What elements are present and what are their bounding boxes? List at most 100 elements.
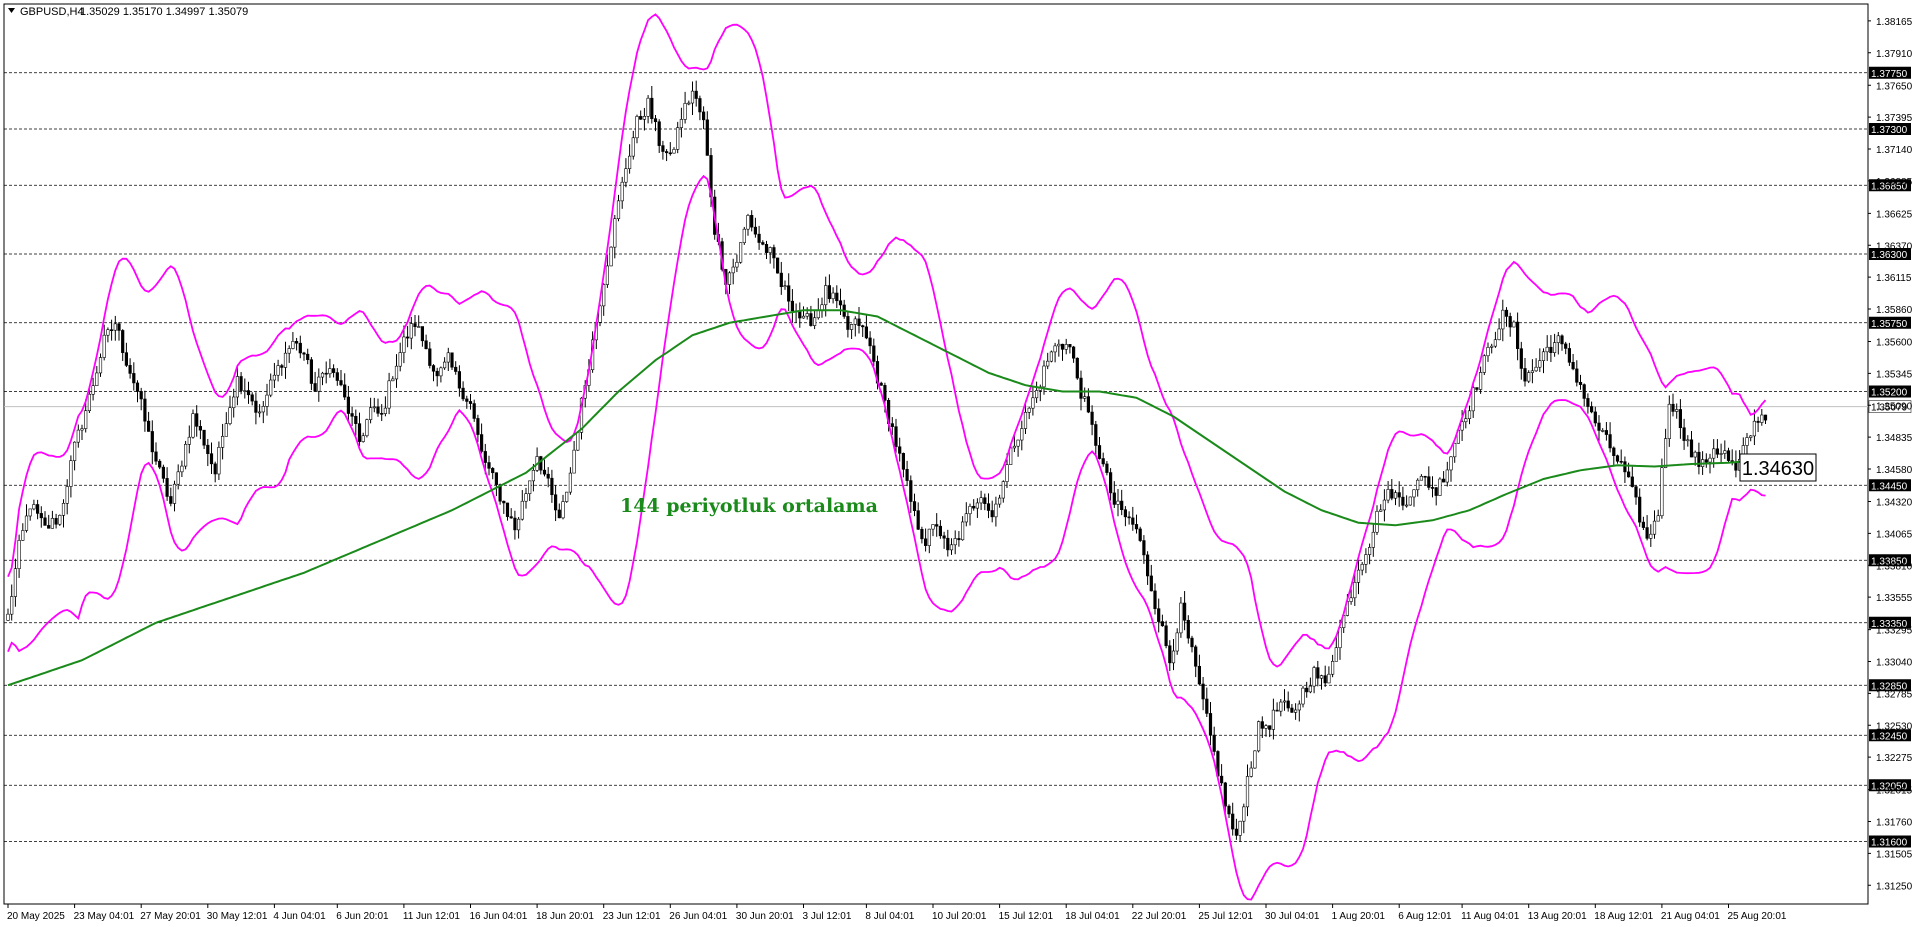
candle-body [417, 326, 421, 328]
candle-body [232, 396, 236, 409]
x-tick-label: 30 May 12:01 [207, 911, 268, 922]
x-tick-label: 20 May 2025 [7, 911, 65, 922]
candle-body [1534, 366, 1538, 372]
candle-body [1386, 489, 1390, 501]
candle-body [150, 431, 154, 453]
candle-body [1227, 805, 1231, 815]
x-tick-label: 18 Aug 12:01 [1594, 911, 1653, 922]
candle-body [1497, 328, 1501, 341]
y-tick-label: 1.33555 [1876, 593, 1913, 604]
candle-body [1604, 430, 1608, 435]
candle-body [986, 503, 991, 511]
candle-body [1134, 524, 1139, 530]
candle-body [328, 368, 332, 375]
candle-body [683, 103, 687, 120]
candle-body [494, 472, 499, 485]
candle-body [132, 373, 136, 384]
y-tick-label: 1.34835 [1876, 433, 1913, 444]
candle-body [1390, 489, 1394, 499]
candle-body [909, 480, 913, 502]
candle-body [454, 366, 458, 372]
level-label-bg [1869, 835, 1911, 848]
candle-body [1708, 457, 1712, 463]
candle-body [1445, 469, 1449, 483]
candle-body [602, 284, 606, 307]
x-tick-label: 18 Jul 04:01 [1065, 911, 1120, 922]
candle-body [450, 352, 454, 368]
candle-body [883, 385, 887, 401]
candle-body [413, 323, 417, 328]
candle-body [531, 470, 535, 482]
candle-body [1467, 410, 1472, 419]
candle-body [528, 480, 532, 494]
candle-body [1397, 492, 1401, 498]
level-label-bg [1869, 248, 1911, 260]
candle-body [513, 517, 517, 531]
candle-body [1238, 820, 1242, 836]
candle-body [620, 181, 624, 202]
candle-body [679, 119, 683, 128]
chart-menu-triangle-icon[interactable] [8, 8, 15, 13]
candle-body [135, 382, 140, 392]
candle-body [1479, 372, 1483, 390]
candle-body [1652, 520, 1657, 535]
candle-body [1508, 316, 1512, 328]
level-label: 1.33350 [1871, 619, 1908, 630]
candle-body [1423, 475, 1427, 478]
y-tick-label: 1.31505 [1876, 849, 1913, 860]
candle-body [272, 374, 277, 381]
candle-body [990, 510, 994, 518]
candle-body [1060, 343, 1065, 350]
candle-body [1046, 360, 1050, 367]
candle-body [1327, 673, 1331, 684]
candle-body [180, 465, 184, 473]
candle-body [657, 121, 661, 146]
candle-body [261, 406, 265, 413]
x-tick-label: 22 Jul 20:01 [1132, 911, 1187, 922]
y-tick-label: 1.36370 [1876, 241, 1913, 252]
candle-body [1664, 438, 1668, 468]
candle-body [331, 368, 336, 373]
candle-body [772, 247, 776, 259]
candle-body [398, 352, 402, 367]
x-tick-label: 23 May 04:01 [74, 911, 135, 922]
candle-body [1715, 448, 1719, 455]
candle-body [243, 390, 247, 392]
candle-body [1142, 540, 1146, 556]
candle-body [91, 385, 95, 395]
candle-body [705, 119, 709, 156]
candle-body [32, 504, 36, 510]
candle-body [861, 325, 865, 328]
candle-body [1697, 451, 1701, 467]
candle-body [1294, 709, 1298, 713]
candle-body [1726, 450, 1731, 461]
candle-body [487, 462, 491, 469]
candle-body [294, 341, 299, 344]
candle-body [1234, 828, 1238, 836]
candle-body [616, 200, 621, 220]
level-label: 1.36300 [1871, 250, 1908, 261]
candle-body [635, 116, 639, 139]
candle-body [1601, 430, 1605, 432]
level-label-bg [1869, 616, 1911, 629]
candle-body [1612, 447, 1616, 456]
candle-body [1623, 461, 1627, 473]
price-callout-value: 1.34630 [1742, 458, 1814, 480]
candle-body [1575, 368, 1579, 383]
level-label: 1.32450 [1871, 731, 1908, 742]
candle-body [365, 419, 369, 437]
candle-body [1079, 377, 1083, 399]
x-tick-label: 6 Aug 12:01 [1398, 911, 1452, 922]
candle-body [609, 246, 613, 267]
candle-body [439, 367, 443, 377]
candle-body [968, 505, 972, 515]
ma-line [7, 309, 1766, 687]
y-tick-label: 1.36885 [1876, 177, 1913, 188]
candle-body [694, 90, 698, 99]
candle-body [21, 530, 25, 541]
level-label-bg [1869, 554, 1911, 567]
candle-body [1035, 390, 1039, 399]
level-label-bg [1869, 66, 1911, 79]
candle-body [701, 111, 706, 121]
